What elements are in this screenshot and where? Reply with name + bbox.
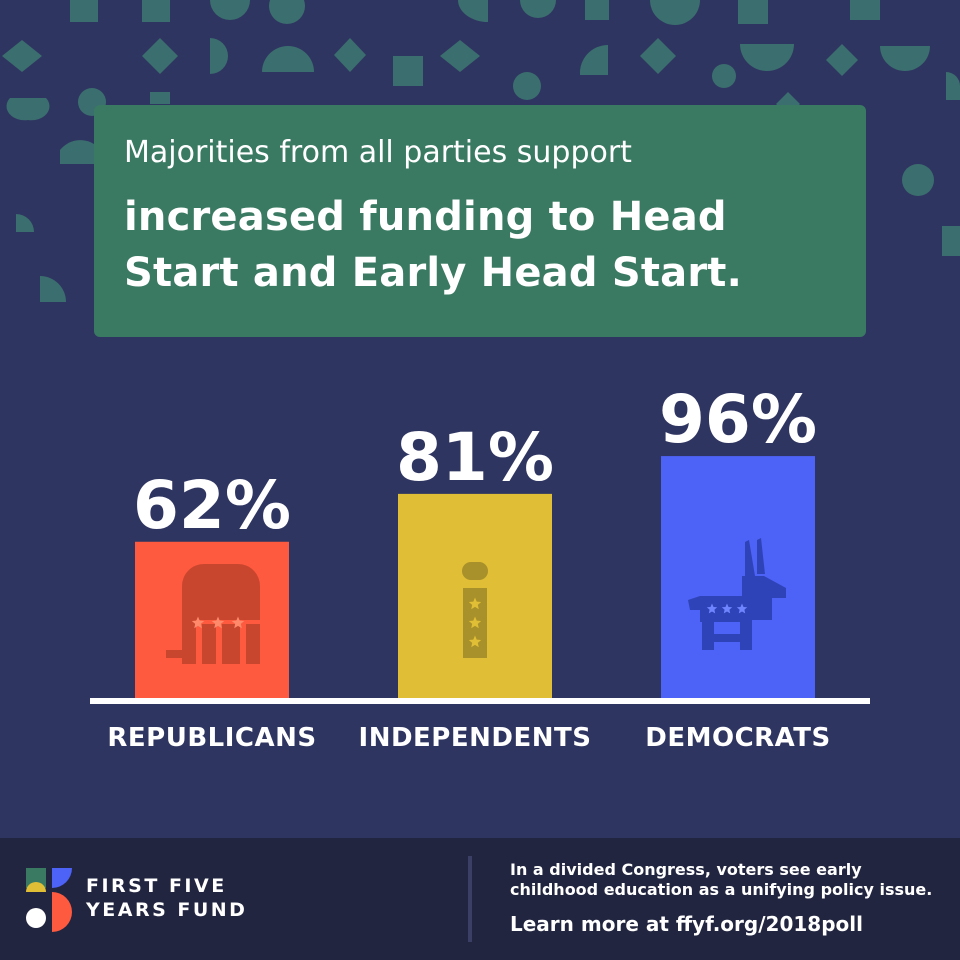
party-support-bar-chart: 62% 81% 96% REPUBLICANS INDEPENDENTS DEMOCRA…: [90, 381, 870, 753]
star-icon: [706, 603, 718, 614]
headline-box: Majorities from all parties support incr…: [94, 105, 866, 337]
brand-name: FIRST FIVE YEARS FUND: [86, 874, 247, 922]
footer-link[interactable]: Learn more at ffyf.org/2018poll: [510, 912, 863, 936]
i-dot: [462, 562, 488, 580]
donkey-body: [688, 596, 752, 622]
star-icon: [468, 635, 482, 648]
star-icon: [211, 616, 225, 629]
star-icon: [468, 616, 482, 629]
star-icon: [468, 597, 482, 610]
headline-emphasis-line-2: Start and Early Head Start.: [124, 250, 742, 296]
elephant-leg: [246, 624, 260, 664]
donkey-ear: [745, 540, 755, 576]
footer-message: In a divided Congress, voters see early …: [510, 860, 933, 899]
footer-divider: [468, 856, 472, 942]
donkey-head: [742, 576, 786, 620]
brand-line-2: YEARS FUND: [86, 899, 248, 921]
star-icon: [231, 616, 245, 629]
value-labels-group: 62% 81% 96%: [133, 381, 817, 544]
headline-emphasis: increased funding to Head Start and Earl…: [124, 189, 836, 301]
category-label-republicans: REPUBLICANS: [107, 723, 316, 753]
donkey-belly: [702, 634, 752, 642]
independent-i-icon: [462, 562, 488, 658]
star-icon: [191, 616, 205, 629]
category-labels-group: REPUBLICANS INDEPENDENTS DEMOCRATS: [107, 723, 830, 753]
elephant-leg: [202, 624, 216, 664]
elephant-trunk: [182, 620, 196, 664]
donkey-ear: [757, 538, 765, 574]
donkey-icon: [688, 538, 786, 650]
decorative-shapes: [2, 0, 960, 302]
first-five-years-fund-logo-icon: [26, 868, 72, 932]
headline-intro: Majorities from all parties support: [124, 135, 632, 170]
elephant-body: [182, 564, 260, 620]
elephant-icon: [166, 564, 260, 664]
star-icon: [721, 603, 733, 614]
category-label-democrats: DEMOCRATS: [645, 723, 830, 753]
footer: FIRST FIVE YEARS FUND In a divided Congr…: [0, 838, 960, 960]
value-label-democrats: 96%: [659, 381, 817, 458]
party-icons-group: [166, 538, 786, 664]
elephant-leg: [222, 624, 240, 664]
value-label-independents: 81%: [396, 419, 554, 496]
chart-baseline: [90, 698, 870, 704]
bar-democrats: [661, 456, 815, 698]
brand-line-1: FIRST FIVE: [86, 875, 227, 897]
star-icon: [736, 603, 748, 614]
category-label-independents: INDEPENDENTS: [359, 723, 592, 753]
elephant-trunk-tip: [166, 650, 188, 658]
headline-emphasis-line-1: increased funding to Head: [124, 194, 727, 240]
value-label-republicans: 62%: [133, 467, 291, 544]
